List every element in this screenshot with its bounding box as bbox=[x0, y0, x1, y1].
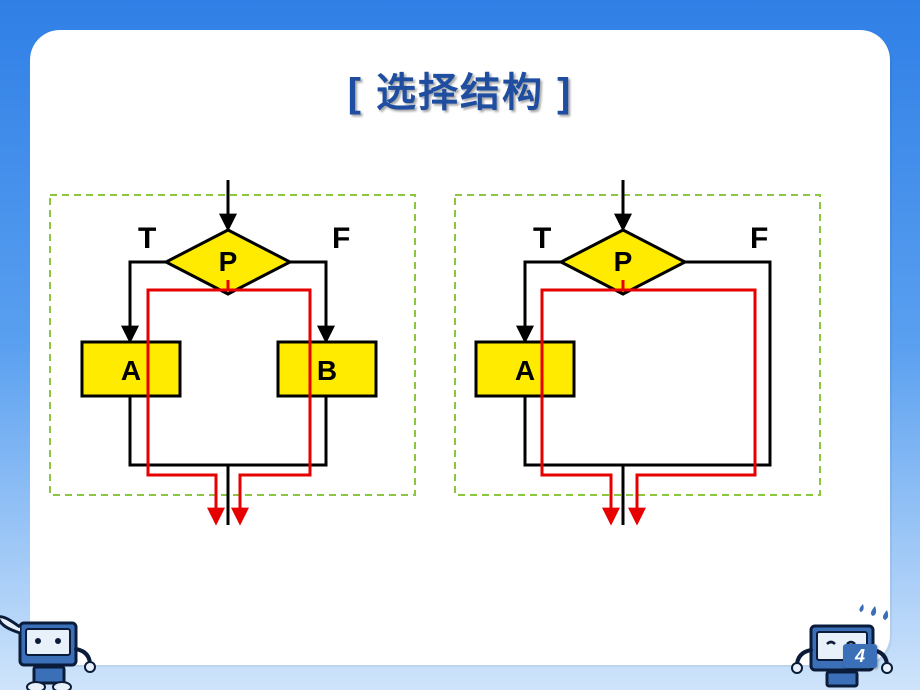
character-left-icon bbox=[0, 595, 110, 690]
stage: [ 选择结构 ] P T F bbox=[0, 0, 920, 690]
card bbox=[30, 30, 890, 665]
page-number-badge: 4 bbox=[843, 644, 877, 668]
page-title: [ 选择结构 ] bbox=[0, 60, 920, 118]
